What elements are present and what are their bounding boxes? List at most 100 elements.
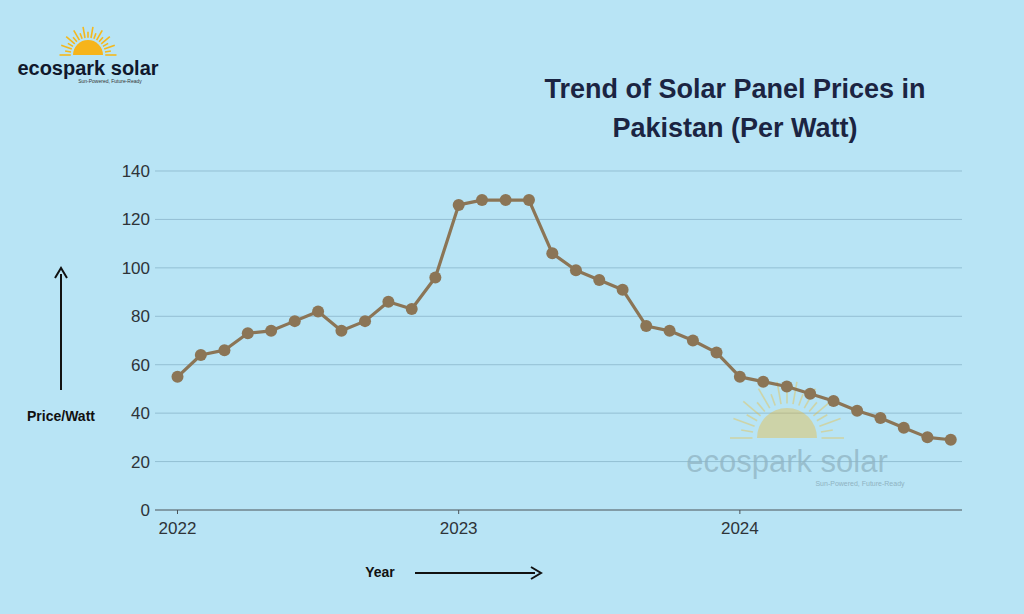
data-point bbox=[570, 264, 582, 276]
data-point bbox=[218, 344, 230, 356]
grid-line bbox=[155, 267, 962, 268]
sun-ray bbox=[80, 33, 82, 39]
data-point bbox=[312, 305, 324, 317]
logo-text: ecospark solar bbox=[17, 57, 158, 79]
sun-ray bbox=[87, 32, 89, 38]
data-point bbox=[429, 272, 441, 284]
data-point bbox=[242, 327, 254, 339]
sun-disc bbox=[73, 40, 103, 55]
watermark: ecospark solarSun-Powered, Future-Ready bbox=[686, 382, 905, 488]
grid-line bbox=[155, 219, 962, 220]
grid bbox=[155, 171, 962, 462]
data-point bbox=[359, 315, 371, 327]
sun-ray bbox=[819, 419, 840, 427]
sun-disc bbox=[757, 408, 817, 438]
x-arrow-head bbox=[531, 567, 541, 579]
sun-ray bbox=[817, 415, 827, 421]
data-point bbox=[500, 194, 512, 206]
data-point bbox=[453, 199, 465, 211]
sun-ray bbox=[105, 51, 111, 52]
data-point bbox=[640, 320, 652, 332]
y-axis-label: Price/Watt bbox=[27, 408, 95, 424]
x-axis-label: Year bbox=[365, 564, 395, 580]
sun-icon bbox=[60, 27, 117, 55]
sun-ray bbox=[105, 54, 116, 56]
sun-ray bbox=[83, 27, 85, 38]
sun-ray bbox=[771, 394, 775, 405]
data-point bbox=[757, 376, 769, 388]
data-point bbox=[289, 315, 301, 327]
sun-ray bbox=[65, 51, 71, 52]
sun-ray bbox=[822, 437, 845, 439]
chart-root: {"chart_data": {"type": "line", "title":… bbox=[0, 0, 1024, 614]
data-point bbox=[265, 325, 277, 337]
data-point bbox=[734, 371, 746, 383]
logo: ecospark solarSun-Powered, Future-Ready bbox=[17, 27, 158, 84]
y-tick-label: 40 bbox=[131, 404, 150, 423]
y-tick-label: 20 bbox=[131, 453, 150, 472]
data-point bbox=[804, 388, 816, 400]
sun-ray bbox=[73, 37, 77, 42]
sun-ray bbox=[786, 392, 788, 404]
y-tick-label: 100 bbox=[122, 259, 150, 278]
sun-ray bbox=[793, 382, 797, 404]
sun-ray bbox=[94, 33, 96, 39]
sun-ray bbox=[60, 54, 71, 56]
sun-ray bbox=[733, 419, 754, 427]
sun-ray bbox=[104, 45, 115, 49]
grid-line bbox=[155, 364, 962, 365]
sun-ray bbox=[747, 415, 757, 421]
data-point bbox=[195, 349, 207, 361]
data-point bbox=[898, 422, 910, 434]
x-arrow bbox=[415, 572, 535, 574]
data-point bbox=[476, 194, 488, 206]
data-point bbox=[945, 434, 957, 446]
background bbox=[0, 0, 1024, 614]
watermark-text: ecospark solar bbox=[686, 444, 888, 479]
sun-ray bbox=[103, 43, 108, 46]
data-point bbox=[711, 347, 723, 359]
data-point bbox=[781, 381, 793, 393]
data-point bbox=[335, 325, 347, 337]
data-group bbox=[171, 194, 956, 446]
data-point bbox=[851, 405, 863, 417]
data-point bbox=[171, 371, 183, 383]
y-tick-label: 140 bbox=[122, 162, 150, 181]
y-tick-label: 80 bbox=[131, 307, 150, 326]
data-point bbox=[546, 247, 558, 259]
logo-tagline: Sun-Powered, Future-Ready bbox=[78, 78, 142, 84]
sun-ray bbox=[74, 30, 80, 40]
y-arrow-head bbox=[55, 268, 67, 278]
sun-ray bbox=[730, 437, 753, 439]
y-tick-label: 120 bbox=[122, 210, 150, 229]
chart-title: Trend of Solar Panel Prices in Pakistan … bbox=[515, 70, 955, 148]
x-tick bbox=[177, 510, 178, 514]
sun-ray bbox=[759, 389, 770, 408]
grid-line bbox=[155, 413, 962, 414]
sun-ray bbox=[757, 402, 765, 411]
y-arrow bbox=[60, 274, 62, 390]
x-tick bbox=[458, 510, 459, 514]
sun-ray bbox=[741, 430, 753, 432]
sun-ray bbox=[809, 402, 817, 411]
data-point bbox=[921, 431, 933, 443]
sun-ray bbox=[61, 45, 72, 49]
data-point bbox=[523, 194, 535, 206]
sun-ray bbox=[91, 27, 93, 38]
data-point bbox=[827, 395, 839, 407]
watermark-tagline: Sun-Powered, Future-Ready bbox=[815, 480, 905, 488]
data-point bbox=[406, 303, 418, 315]
data-point bbox=[664, 325, 676, 337]
data-point bbox=[687, 335, 699, 347]
sun-ray bbox=[101, 37, 110, 44]
x-axis-line bbox=[155, 509, 962, 510]
sun-ray bbox=[68, 43, 73, 46]
price-line bbox=[177, 200, 950, 440]
x-tick bbox=[739, 510, 740, 514]
data-point bbox=[382, 296, 394, 308]
x-tick-label: 2024 bbox=[721, 519, 759, 538]
grid-line bbox=[155, 316, 962, 317]
data-point bbox=[874, 412, 886, 424]
sun-ray bbox=[99, 37, 103, 42]
sun-ray bbox=[799, 394, 803, 405]
